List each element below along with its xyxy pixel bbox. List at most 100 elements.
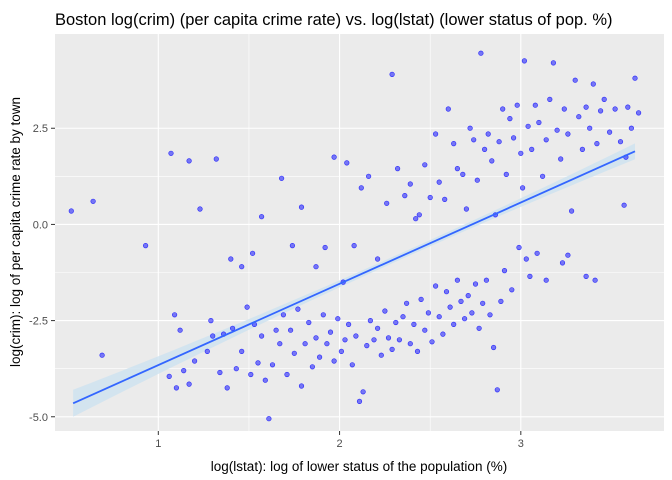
y-axis-title: log(crim): log of per capita crime rate … [8,97,23,367]
data-point [259,214,265,220]
data-point [485,131,491,137]
data-point [482,146,488,152]
confidence-band [73,143,636,417]
data-point [529,146,535,152]
data-point [471,137,477,143]
data-point [177,327,183,333]
data-point [416,212,422,218]
data-point [322,244,328,251]
data-point [606,129,613,135]
data-point [583,104,589,110]
y-tick-label: 0.0 [33,219,48,231]
data-point [496,139,502,145]
data-point [400,314,406,320]
data-point [592,277,598,283]
data-point [478,50,484,56]
x-tick-label: 2 [337,438,343,450]
data-point [407,181,413,187]
data-point [239,348,245,355]
data-point [371,337,377,343]
data-point [353,333,359,339]
data-point [565,131,571,137]
x-axis: 1 2 3 [155,431,524,450]
x-tick-label: 3 [518,438,524,450]
data-point [472,281,479,287]
data-point [324,341,330,347]
data-point [291,350,297,356]
data-point [467,125,473,131]
data-point [583,273,589,280]
data-point [366,173,372,179]
data-point [527,273,533,280]
data-point [338,348,345,355]
data-point [166,373,172,380]
data-point [360,389,366,395]
data-point [501,268,508,274]
data-point [186,381,192,387]
data-point [519,185,526,191]
data-point [454,277,461,283]
data-point [342,337,348,343]
data-point [331,358,337,364]
data-point [632,75,638,81]
data-point [494,387,500,393]
data-point [210,333,216,339]
data-point [288,327,294,333]
data-point [346,321,352,328]
data-point [313,335,319,341]
data-point [382,308,388,314]
data-point [429,339,435,345]
data-point [436,179,442,185]
data-point [367,318,374,324]
data-point [436,314,442,320]
data-point [433,283,439,289]
data-point [451,141,457,147]
data-point [561,106,567,112]
data-point [306,319,312,326]
y-tick-label: -2.5 [29,316,48,328]
data-point [454,166,461,172]
data-point [568,208,575,214]
data-point [186,158,192,164]
data-point [483,277,490,283]
data-point [445,106,451,112]
data-point [255,360,261,366]
data-point [503,171,509,177]
data-point [320,312,326,318]
data-point [621,202,627,208]
data-point [521,58,528,64]
data-point [298,204,305,210]
data-point [422,327,428,333]
data-point [248,371,254,378]
data-point [534,250,540,256]
data-point [594,141,600,147]
data-point [447,304,453,310]
data-point [393,319,399,326]
data-point [279,175,285,181]
data-point [500,106,506,112]
data-point [539,173,546,179]
data-point [443,289,450,295]
data-point [172,312,178,318]
data-point [514,102,520,108]
data-point [487,312,493,318]
data-point [173,385,179,391]
data-point [317,354,323,360]
data-point [181,368,187,374]
data-point [389,71,395,77]
data-point [335,316,341,322]
data-point [576,114,582,120]
data-point [375,325,381,331]
data-point [284,371,290,378]
data-point [295,306,301,312]
regression-line [72,150,636,405]
data-point [491,344,497,351]
data-point [418,296,424,303]
data-point [536,119,542,126]
data-point [358,185,364,191]
data-point [518,150,524,156]
data-point [579,146,586,152]
data-point [525,123,531,129]
data-point [440,331,446,337]
data-point [289,243,296,249]
